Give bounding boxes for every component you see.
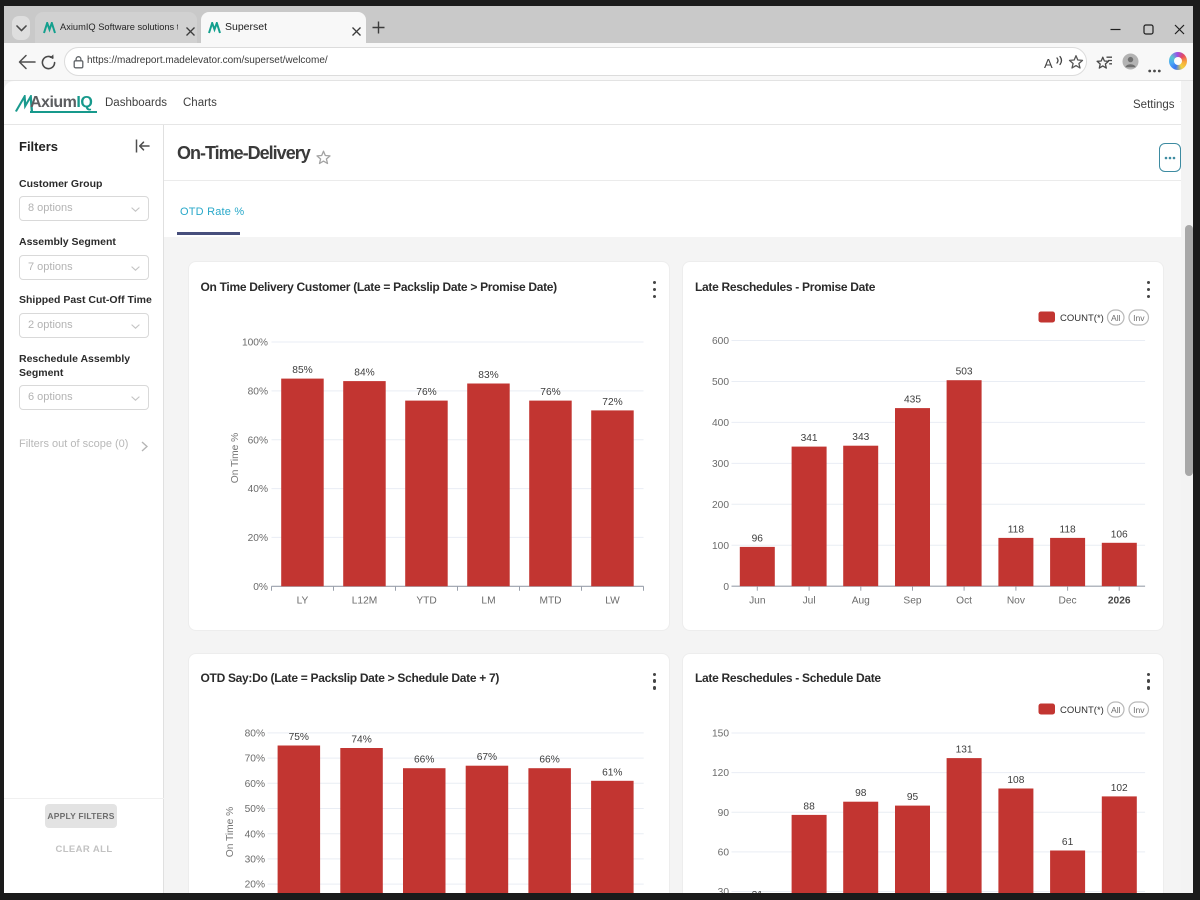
svg-text:70%: 70% <box>244 753 264 764</box>
svg-text:102: 102 <box>1111 782 1128 793</box>
svg-text:72%: 72% <box>602 397 622 408</box>
svg-text:All: All <box>1111 704 1121 714</box>
svg-text:Aug: Aug <box>852 596 870 607</box>
svg-text:100: 100 <box>712 541 729 552</box>
svg-text:200: 200 <box>712 500 729 511</box>
svg-text:90: 90 <box>718 807 730 818</box>
svg-text:120: 120 <box>712 768 729 779</box>
svg-text:40%: 40% <box>247 484 267 495</box>
svg-text:30%: 30% <box>244 854 264 865</box>
svg-text:2026: 2026 <box>1108 596 1131 607</box>
svg-text:MTD: MTD <box>539 596 561 607</box>
svg-text:COUNT(*): COUNT(*) <box>1060 705 1104 716</box>
svg-text:85%: 85% <box>292 365 312 376</box>
svg-text:343: 343 <box>852 432 869 443</box>
svg-text:96: 96 <box>752 533 764 544</box>
svg-text:LW: LW <box>605 596 620 607</box>
svg-text:Jul: Jul <box>803 596 816 607</box>
svg-text:20%: 20% <box>244 879 264 890</box>
svg-text:Sep: Sep <box>903 596 921 607</box>
svg-text:118: 118 <box>1008 524 1025 535</box>
svg-text:40%: 40% <box>244 829 264 840</box>
svg-text:30: 30 <box>718 887 730 893</box>
svg-text:20%: 20% <box>247 533 267 544</box>
svg-text:60: 60 <box>718 847 730 858</box>
svg-text:75%: 75% <box>288 732 308 743</box>
svg-text:50%: 50% <box>244 804 264 815</box>
svg-text:76%: 76% <box>540 387 560 398</box>
svg-text:76%: 76% <box>416 387 436 398</box>
svg-text:84%: 84% <box>354 368 374 379</box>
svg-text:503: 503 <box>956 367 973 378</box>
svg-text:All: All <box>1111 313 1121 323</box>
svg-text:61: 61 <box>1062 837 1074 848</box>
svg-text:LY: LY <box>296 596 308 607</box>
svg-text:600: 600 <box>712 336 729 347</box>
svg-text:L12M: L12M <box>351 596 376 607</box>
svg-text:341: 341 <box>801 433 818 444</box>
svg-text:66%: 66% <box>414 754 434 765</box>
svg-text:Oct: Oct <box>956 596 972 607</box>
svg-text:On Time %: On Time % <box>230 433 241 483</box>
svg-text:21: 21 <box>752 889 764 893</box>
svg-text:COUNT(*): COUNT(*) <box>1060 313 1104 324</box>
svg-text:80%: 80% <box>247 386 267 397</box>
svg-text:On Time %: On Time % <box>225 806 236 856</box>
svg-text:A: A <box>1044 56 1053 71</box>
svg-text:60%: 60% <box>244 778 264 789</box>
svg-text:61%: 61% <box>602 767 622 778</box>
svg-text:83%: 83% <box>478 370 498 381</box>
svg-text:435: 435 <box>904 395 921 406</box>
svg-text:88: 88 <box>803 801 815 812</box>
svg-text:100%: 100% <box>241 338 267 349</box>
svg-text:YTD: YTD <box>416 596 436 607</box>
svg-text:118: 118 <box>1059 524 1076 535</box>
svg-text:Jun: Jun <box>749 596 765 607</box>
svg-text:Dec: Dec <box>1059 596 1077 607</box>
svg-text:95: 95 <box>907 792 919 803</box>
svg-text:106: 106 <box>1111 529 1128 540</box>
svg-text:108: 108 <box>1007 775 1024 786</box>
svg-text:LM: LM <box>481 596 495 607</box>
svg-text:Inv: Inv <box>1133 313 1145 323</box>
svg-text:98: 98 <box>855 788 867 799</box>
svg-text:0: 0 <box>723 582 729 593</box>
svg-text:80%: 80% <box>244 728 264 739</box>
svg-text:74%: 74% <box>351 734 371 745</box>
svg-text:500: 500 <box>712 377 729 388</box>
svg-text:Nov: Nov <box>1007 596 1026 607</box>
svg-text:66%: 66% <box>539 754 559 765</box>
svg-text:Inv: Inv <box>1133 704 1145 714</box>
svg-text:300: 300 <box>712 459 729 470</box>
svg-text:60%: 60% <box>247 435 267 446</box>
svg-text:67%: 67% <box>476 752 496 763</box>
svg-text:150: 150 <box>712 728 729 739</box>
svg-text:131: 131 <box>956 744 973 755</box>
svg-text:0%: 0% <box>253 582 268 593</box>
svg-text:400: 400 <box>712 418 729 429</box>
